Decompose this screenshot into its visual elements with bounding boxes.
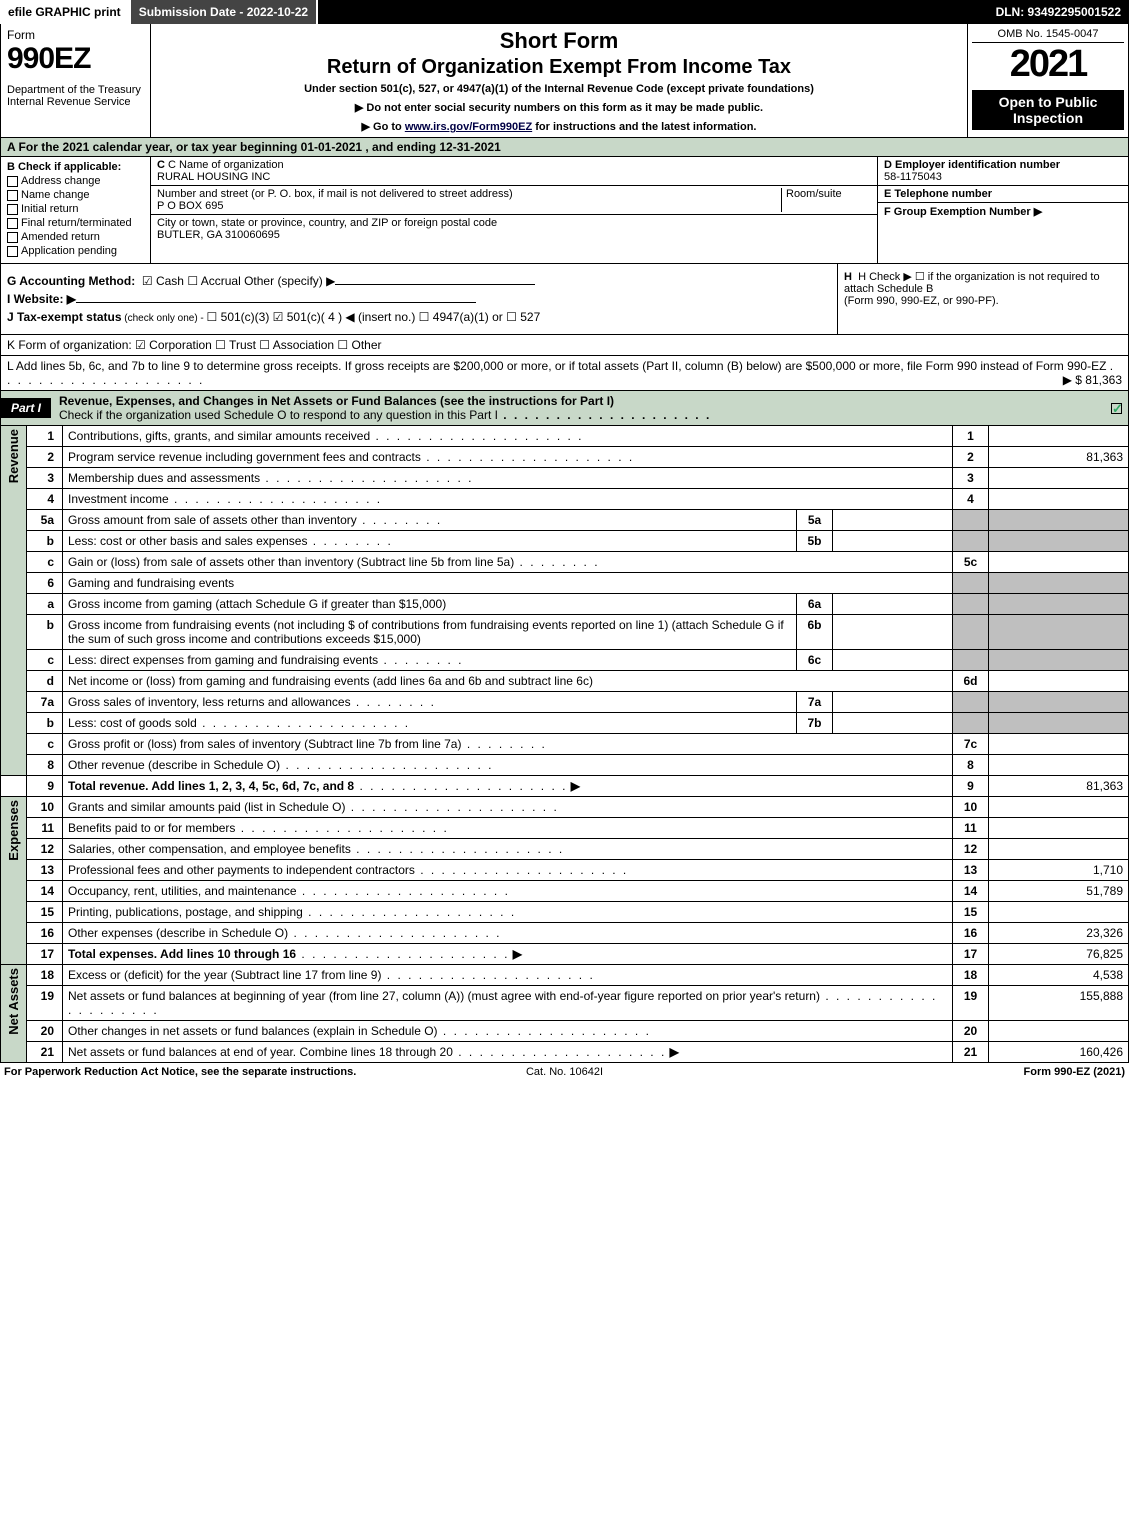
cb-application-pending[interactable]: Application pending — [7, 245, 144, 257]
cb-final-return[interactable]: Final return/terminated — [7, 217, 144, 229]
footer-left: For Paperwork Reduction Act Notice, see … — [4, 1066, 378, 1078]
part1-title: Revenue, Expenses, and Changes in Net As… — [59, 391, 1111, 425]
val-17: 76,825 — [989, 944, 1129, 965]
val-7b — [833, 713, 953, 734]
val-7a — [833, 692, 953, 713]
title-short-form: Short Form — [159, 28, 959, 54]
c-room-label: Room/suite — [786, 188, 871, 200]
footer-center: Cat. No. 10642I — [378, 1066, 752, 1078]
c-city-value: BUTLER, GA 310060695 — [157, 229, 871, 241]
val-1 — [989, 426, 1129, 447]
val-5c — [989, 552, 1129, 573]
tax-year: 2021 — [972, 43, 1124, 86]
form-header: Form 990EZ Department of the Treasury In… — [0, 24, 1129, 138]
col-gij: G Accounting Method: ☑ Cash ☐ Accrual Ot… — [1, 264, 838, 334]
c-name-value: RURAL HOUSING INC — [157, 171, 871, 183]
col-b-header: B Check if applicable: — [7, 161, 144, 173]
h-sub: (Form 990, 990-EZ, or 990-PF). — [844, 295, 1122, 307]
inst-goto: ▶ Go to www.irs.gov/Form990EZ for instru… — [159, 120, 959, 133]
g-accounting: G Accounting Method: ☑ Cash ☐ Accrual Ot… — [7, 274, 831, 288]
val-10 — [989, 797, 1129, 818]
d-ein-label: D Employer identification number — [884, 159, 1122, 171]
footer: For Paperwork Reduction Act Notice, see … — [0, 1063, 1129, 1081]
val-20 — [989, 1021, 1129, 1042]
dln: DLN: 93492295001522 — [988, 5, 1129, 19]
f-group-label: F Group Exemption Number ▶ — [884, 205, 1122, 218]
col-b: B Check if applicable: Address change Na… — [1, 157, 151, 263]
section-gh: G Accounting Method: ☑ Cash ☐ Accrual Ot… — [0, 264, 1129, 335]
val-6a — [833, 594, 953, 615]
val-12 — [989, 839, 1129, 860]
row-l-text: L Add lines 5b, 6c, and 7b to line 9 to … — [7, 359, 1106, 373]
i-website: I Website: ▶ — [7, 292, 831, 306]
dept-treasury: Department of the Treasury — [7, 84, 144, 96]
cb-name-change[interactable]: Name change — [7, 189, 144, 201]
val-9: 81,363 — [989, 776, 1129, 797]
c-addr-value: P O BOX 695 — [157, 200, 781, 212]
form-word: Form — [7, 28, 144, 42]
val-6d — [989, 671, 1129, 692]
omb-number: OMB No. 1545-0047 — [972, 28, 1124, 43]
topbar: efile GRAPHIC print Submission Date - 20… — [0, 0, 1129, 24]
e-phone-label: E Telephone number — [884, 188, 1122, 200]
col-h: H H Check ▶ ☐ if the organization is not… — [838, 264, 1128, 334]
val-8 — [989, 755, 1129, 776]
val-5a — [833, 510, 953, 531]
side-expenses: Expenses — [6, 800, 21, 861]
row-l: L Add lines 5b, 6c, and 7b to line 9 to … — [0, 356, 1129, 391]
inst-ssn: ▶ Do not enter social security numbers o… — [159, 101, 959, 114]
side-revenue: Revenue — [6, 429, 21, 483]
row-l-amount: ▶ $ 81,363 — [1063, 373, 1122, 387]
val-4 — [989, 489, 1129, 510]
val-6b — [833, 615, 953, 650]
val-6c — [833, 650, 953, 671]
form-number: 990EZ — [7, 42, 144, 76]
col-def: D Employer identification number 58-1175… — [878, 157, 1128, 263]
val-7c — [989, 734, 1129, 755]
c-addr-label: Number and street (or P. O. box, if mail… — [157, 188, 781, 200]
part1-header: Part I Revenue, Expenses, and Changes in… — [0, 391, 1129, 426]
val-15 — [989, 902, 1129, 923]
part1-table: Revenue 1 Contributions, gifts, grants, … — [0, 426, 1129, 1063]
val-3 — [989, 468, 1129, 489]
side-netassets: Net Assets — [6, 968, 21, 1035]
efile-print: efile GRAPHIC print — [0, 0, 131, 24]
val-18: 4,538 — [989, 965, 1129, 986]
footer-right: Form 990-EZ (2021) — [751, 1066, 1125, 1078]
row-k: K Form of organization: ☑ Corporation ☐ … — [0, 335, 1129, 356]
val-16: 23,326 — [989, 923, 1129, 944]
val-11 — [989, 818, 1129, 839]
irs-label: Internal Revenue Service — [7, 96, 144, 108]
subtitle: Under section 501(c), 527, or 4947(a)(1)… — [159, 83, 959, 95]
col-c: C C Name of organization RURAL HOUSING I… — [151, 157, 878, 263]
section-bcdef: B Check if applicable: Address change Na… — [0, 157, 1129, 264]
cb-amended-return[interactable]: Amended return — [7, 231, 144, 243]
part1-tab: Part I — [1, 398, 51, 418]
header-left: Form 990EZ Department of the Treasury In… — [1, 24, 151, 137]
cb-address-change[interactable]: Address change — [7, 175, 144, 187]
val-19: 155,888 — [989, 986, 1129, 1021]
row-a-calendar-year: A For the 2021 calendar year, or tax yea… — [0, 138, 1129, 157]
header-center: Short Form Return of Organization Exempt… — [151, 24, 968, 137]
val-13: 1,710 — [989, 860, 1129, 881]
irs-link[interactable]: www.irs.gov/Form990EZ — [405, 121, 532, 133]
d-ein-value: 58-1175043 — [884, 171, 1122, 183]
val-14: 51,789 — [989, 881, 1129, 902]
val-21: 160,426 — [989, 1042, 1129, 1063]
h-check: H H Check ▶ ☐ if the organization is not… — [844, 270, 1122, 295]
cb-initial-return[interactable]: Initial return — [7, 203, 144, 215]
submission-date: Submission Date - 2022-10-22 — [131, 0, 318, 24]
c-city-label: City or town, state or province, country… — [157, 217, 871, 229]
header-right: OMB No. 1545-0047 2021 Open to Public In… — [968, 24, 1128, 137]
title-return: Return of Organization Exempt From Incom… — [159, 56, 959, 79]
public-inspection-badge: Open to Public Inspection — [972, 90, 1124, 130]
j-tax-exempt: J Tax-exempt status (check only one) - ☐… — [7, 310, 831, 324]
part1-schedule-o-checkbox[interactable] — [1111, 403, 1122, 414]
val-2: 81,363 — [989, 447, 1129, 468]
c-name-label: C C Name of organization — [157, 159, 871, 171]
val-5b — [833, 531, 953, 552]
